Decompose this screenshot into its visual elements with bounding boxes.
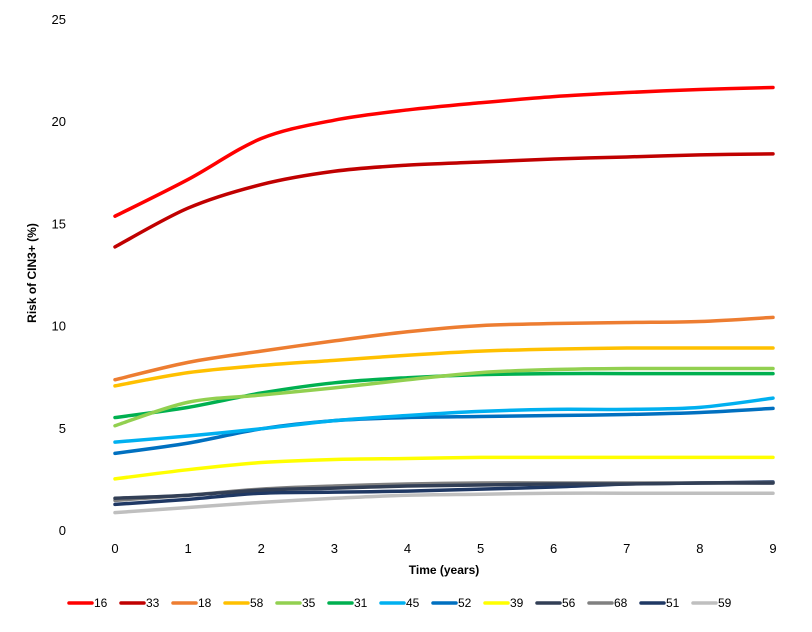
x-axis-label: Time (years) [409,563,479,577]
x-tick-label: 0 [111,541,118,556]
legend-label-35: 35 [302,596,316,610]
series-line-18 [113,315,775,382]
y-axis-label: Risk of CIN3+ (%) [25,223,39,323]
series-line-45 [113,396,775,444]
legend-label-39: 39 [510,596,524,610]
x-tick-label: 7 [623,541,630,556]
series-line-56 [113,481,775,501]
x-axis-ticks: 0 1 2 3 4 5 6 7 8 9 [111,541,776,556]
x-tick-label: 2 [258,541,265,556]
series-line-59 [113,491,775,515]
legend: 16 33 18 58 35 31 45 52 39 56 68 51 59 [67,596,732,610]
y-tick-label: 10 [52,319,66,334]
y-tick-label: 25 [52,12,66,27]
legend-label-51: 51 [666,596,680,610]
legend-label-68: 68 [614,596,628,610]
legend-label-18: 18 [198,596,212,610]
series-line-16 [113,85,775,218]
series-line-31 [113,371,775,420]
legend-label-59: 59 [718,596,732,610]
series-line-33 [113,152,775,249]
series-line-52 [113,406,775,456]
y-tick-label: 20 [52,114,66,129]
series-line-58 [113,346,775,388]
x-tick-label: 9 [769,541,776,556]
x-tick-label: 5 [477,541,484,556]
x-tick-label: 4 [404,541,411,556]
y-axis-ticks: 0 5 10 15 20 25 [52,12,66,538]
y-tick-label: 5 [59,421,66,436]
legend-label-33: 33 [146,596,160,610]
y-tick-label: 15 [52,216,66,231]
series-line-35 [113,366,775,428]
x-tick-label: 8 [696,541,703,556]
legend-label-56: 56 [562,596,576,610]
x-tick-label: 6 [550,541,557,556]
legend-label-58: 58 [250,596,264,610]
legend-label-52: 52 [458,596,472,610]
x-tick-label: 3 [331,541,338,556]
legend-label-45: 45 [406,596,420,610]
y-tick-label: 0 [59,523,66,538]
legend-label-16: 16 [94,596,108,610]
x-tick-label: 1 [184,541,191,556]
series-lines [113,85,775,515]
legend-label-31: 31 [354,596,368,610]
series-line-39 [113,455,775,481]
